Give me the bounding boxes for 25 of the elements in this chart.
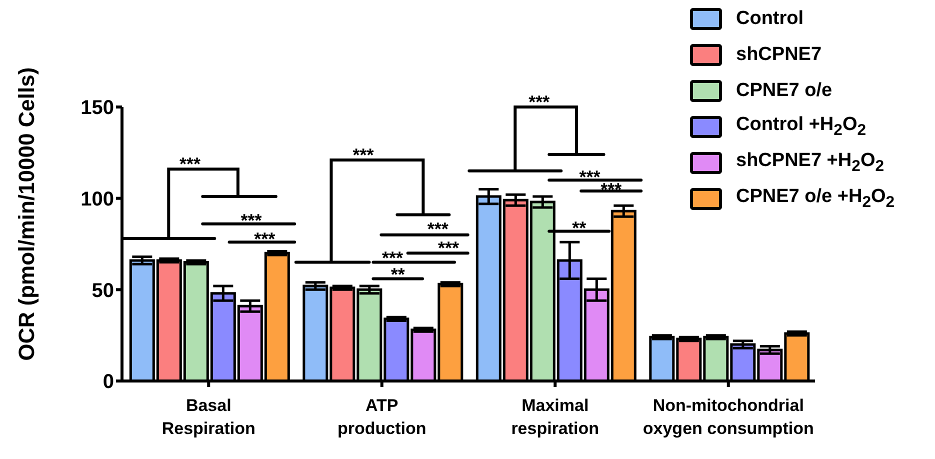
x-tick-label: ATP production xyxy=(337,396,426,438)
annotation: *** xyxy=(179,154,200,174)
legend-label: CPNE7 o/e xyxy=(736,80,832,102)
x-tick-label: Maximal respiration xyxy=(511,396,600,438)
annotation: *** xyxy=(427,218,448,239)
legend-label: shCPNE7 xyxy=(736,44,822,66)
annotation: *** xyxy=(438,238,460,258)
annotation: *** xyxy=(352,144,374,165)
legend-label: shCPNE7 +H$_{2}$O$_{2}$ xyxy=(736,150,884,176)
x-tick-label: Basal Respiration xyxy=(162,396,256,438)
y-tick-label: 150 xyxy=(80,97,114,120)
legend-label: CPNE7 o/e +H$_{2}$O$_{2}$ xyxy=(736,186,895,212)
y-tick-label: 100 xyxy=(80,188,114,210)
y-axis-title: OCR (pmol/min/10000 Cells) xyxy=(14,67,39,361)
annotation: *** xyxy=(579,166,600,187)
annotation: *** xyxy=(240,210,262,231)
annotation: ** xyxy=(572,218,586,238)
y-tick-label: 50 xyxy=(92,280,114,302)
y-tick-label: 0 xyxy=(102,371,114,394)
legend-label: Control +H$_{2}$O$_{2}$ xyxy=(736,114,866,140)
legend-label: Control xyxy=(736,8,804,30)
annotation: *** xyxy=(528,92,550,112)
x-tick-label: Non-mitochondrial oxygen consumption xyxy=(642,396,814,438)
annotation: *** xyxy=(254,228,276,249)
annotation: *** xyxy=(600,180,622,200)
